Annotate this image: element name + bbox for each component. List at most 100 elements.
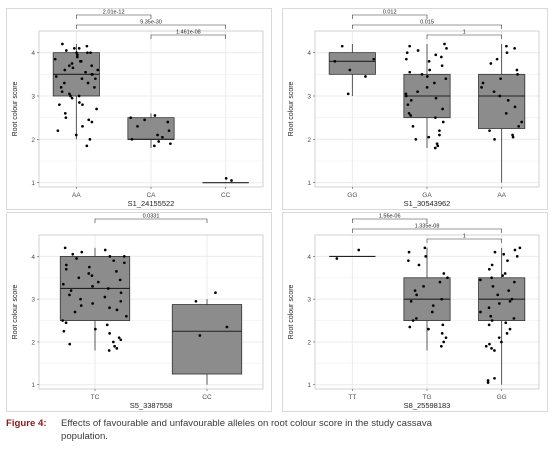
data-point	[80, 77, 84, 81]
data-point	[493, 349, 496, 352]
caption-line-2: population.	[61, 431, 108, 442]
y-axis-label: Root colour score	[288, 284, 295, 339]
boxplot-s1-24155522: 1 2 3 4 Root colour score AA CA CC S1_24155522 2.…	[12, 10, 264, 208]
data-point	[490, 276, 493, 280]
data-point	[409, 98, 413, 102]
data-point	[96, 280, 100, 284]
data-point	[443, 42, 446, 46]
data-point	[74, 133, 78, 137]
data-point	[90, 120, 94, 124]
x-tick-label: TC	[91, 394, 100, 401]
data-point	[108, 332, 111, 335]
data-point	[505, 44, 508, 48]
data-point	[69, 289, 73, 292]
p-value-label: 1	[463, 234, 466, 240]
data-point	[444, 336, 448, 340]
p-value-label: 0.015	[420, 20, 434, 26]
x-axis-label: S1_24155522	[128, 199, 175, 208]
data-point	[157, 140, 161, 143]
data-point	[508, 327, 512, 331]
data-point	[153, 114, 157, 117]
y-axis-label: Root colour score	[12, 284, 19, 339]
x-tick-label: GG	[347, 192, 357, 199]
data-point	[77, 276, 81, 280]
data-point	[506, 98, 510, 102]
p-value-label: 9.35e-30	[140, 20, 162, 26]
data-point	[88, 137, 92, 141]
data-point	[505, 332, 509, 335]
data-point	[78, 101, 81, 104]
data-point	[86, 81, 90, 85]
data-point	[58, 103, 61, 107]
p-value-label: 1.335e-08	[415, 224, 440, 230]
data-point	[64, 49, 68, 52]
data-point	[438, 133, 441, 137]
data-point	[413, 289, 417, 292]
data-point	[520, 120, 524, 124]
data-point	[515, 255, 519, 258]
data-point	[442, 340, 446, 344]
data-point	[480, 85, 483, 89]
y-tick-label: 4	[307, 254, 311, 261]
data-point	[61, 282, 65, 286]
data-point	[416, 90, 419, 94]
data-point	[87, 118, 91, 122]
data-point	[91, 302, 94, 305]
data-point	[501, 274, 504, 277]
data-point	[487, 323, 491, 327]
data-point	[420, 72, 424, 76]
data-point	[424, 255, 428, 258]
data-point	[487, 267, 491, 271]
data-point	[364, 75, 367, 78]
data-point	[491, 284, 495, 288]
data-point	[64, 267, 68, 271]
data-point	[115, 308, 119, 312]
data-point	[493, 250, 497, 254]
data-point	[73, 310, 77, 314]
data-point	[95, 107, 98, 111]
data-point	[422, 284, 425, 288]
data-point	[105, 323, 109, 327]
data-point	[79, 59, 83, 63]
caption-line-1: Figure 4: Effects of favourable and unfav…	[6, 417, 552, 430]
data-point	[67, 64, 71, 68]
data-point	[357, 248, 361, 252]
data-point	[372, 57, 376, 61]
data-point	[490, 319, 494, 322]
data-point	[89, 51, 92, 55]
data-point	[348, 68, 352, 72]
data-point	[407, 259, 410, 263]
p-value-label: 0.012	[383, 10, 397, 16]
x-axis-label: S8_25598183	[404, 401, 451, 410]
data-point	[510, 297, 514, 301]
data-point	[433, 81, 436, 85]
data-point	[407, 250, 411, 254]
data-point	[96, 68, 100, 72]
data-point	[90, 72, 94, 76]
chart-panel-s1-30543962: 1 2 3 4 Root colour score GG GA AA S1_30543962 0.…	[282, 8, 548, 210]
data-point	[86, 51, 89, 55]
data-point	[346, 92, 350, 96]
data-point	[64, 116, 68, 120]
x-tick-label: CC	[221, 192, 231, 199]
data-point	[505, 51, 509, 55]
data-point	[496, 293, 500, 297]
x-tick-label: AA	[72, 192, 81, 199]
data-point	[115, 347, 119, 350]
data-point	[423, 246, 427, 250]
data-point	[112, 259, 116, 263]
y-tick-label: 3	[31, 297, 35, 304]
significance-bracket	[352, 218, 428, 223]
data-point	[441, 120, 445, 124]
data-point	[517, 124, 521, 128]
data-point	[438, 129, 441, 133]
data-point	[119, 291, 123, 295]
data-point	[488, 129, 491, 133]
box-cc	[171, 304, 243, 375]
data-point	[434, 116, 437, 120]
y-tick-label: 3	[31, 94, 35, 101]
data-point	[438, 280, 442, 284]
data-point	[490, 263, 494, 267]
x-tick-label: TT	[348, 394, 356, 401]
x-axis-label: S5_3387558	[130, 401, 173, 410]
